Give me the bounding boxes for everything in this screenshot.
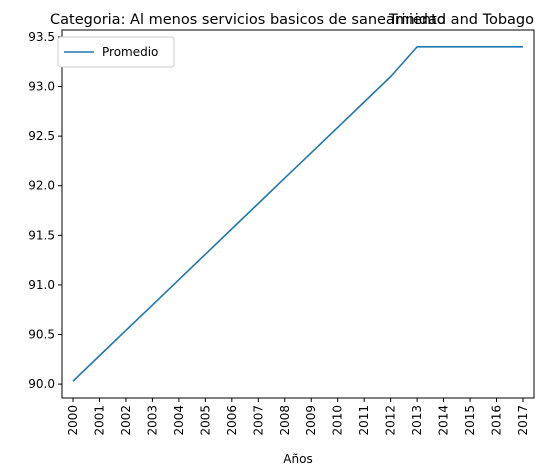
y-tick-label: 90.0 bbox=[28, 377, 55, 391]
x-tick-label: 2000 bbox=[66, 405, 80, 436]
x-tick-label: 2002 bbox=[119, 405, 133, 436]
x-tick-label: 2012 bbox=[384, 405, 398, 436]
y-tick-label: 91.0 bbox=[28, 278, 55, 292]
x-tick-label: 2003 bbox=[145, 405, 159, 436]
y-axis-ticks: 90.0 90.5 91.0 91.5 92.0 92.5 93.0 93.5 bbox=[28, 30, 62, 391]
chart-title-left: Categoria: Al menos servicios basicos de… bbox=[50, 12, 446, 28]
x-tick-label: 2011 bbox=[357, 405, 371, 436]
series-layer bbox=[72, 46, 523, 382]
y-tick-label: 90.5 bbox=[28, 328, 55, 342]
x-tick-label: 2007 bbox=[251, 405, 265, 436]
x-tick-label: 2005 bbox=[198, 405, 212, 436]
plot-frame bbox=[61, 29, 535, 399]
y-tick-label: 92.0 bbox=[28, 179, 55, 193]
y-tick-label: 91.5 bbox=[28, 228, 55, 242]
x-tick-label: 2016 bbox=[490, 405, 504, 436]
series-line-promedio bbox=[72, 46, 523, 382]
y-tick-label: 92.5 bbox=[28, 129, 55, 143]
legend: Promedio bbox=[57, 36, 175, 68]
x-tick-label: 2001 bbox=[92, 405, 106, 436]
x-tick-label: 2008 bbox=[278, 405, 292, 436]
chart-title-right: Trinidad and Tobago bbox=[388, 12, 534, 28]
legend-label-promedio: Promedio bbox=[102, 45, 158, 59]
x-tick-label: 2014 bbox=[437, 405, 451, 436]
x-axis-ticks: 2000 2001 2002 2003 2004 2005 2006 2007 2008 2009… bbox=[66, 398, 530, 436]
x-tick-label: 2017 bbox=[516, 405, 530, 436]
x-tick-label: 2010 bbox=[331, 405, 345, 436]
x-tick-label: 2004 bbox=[172, 405, 186, 436]
x-tick-label: 2015 bbox=[463, 405, 477, 436]
legend-box bbox=[57, 36, 175, 68]
x-axis-label: Años bbox=[283, 452, 312, 466]
y-tick-label: 93.5 bbox=[28, 30, 55, 44]
x-tick-label: 2009 bbox=[304, 405, 318, 436]
y-tick-label: 93.0 bbox=[28, 80, 55, 94]
x-tick-label: 2006 bbox=[225, 405, 239, 436]
x-tick-label: 2013 bbox=[410, 405, 424, 436]
